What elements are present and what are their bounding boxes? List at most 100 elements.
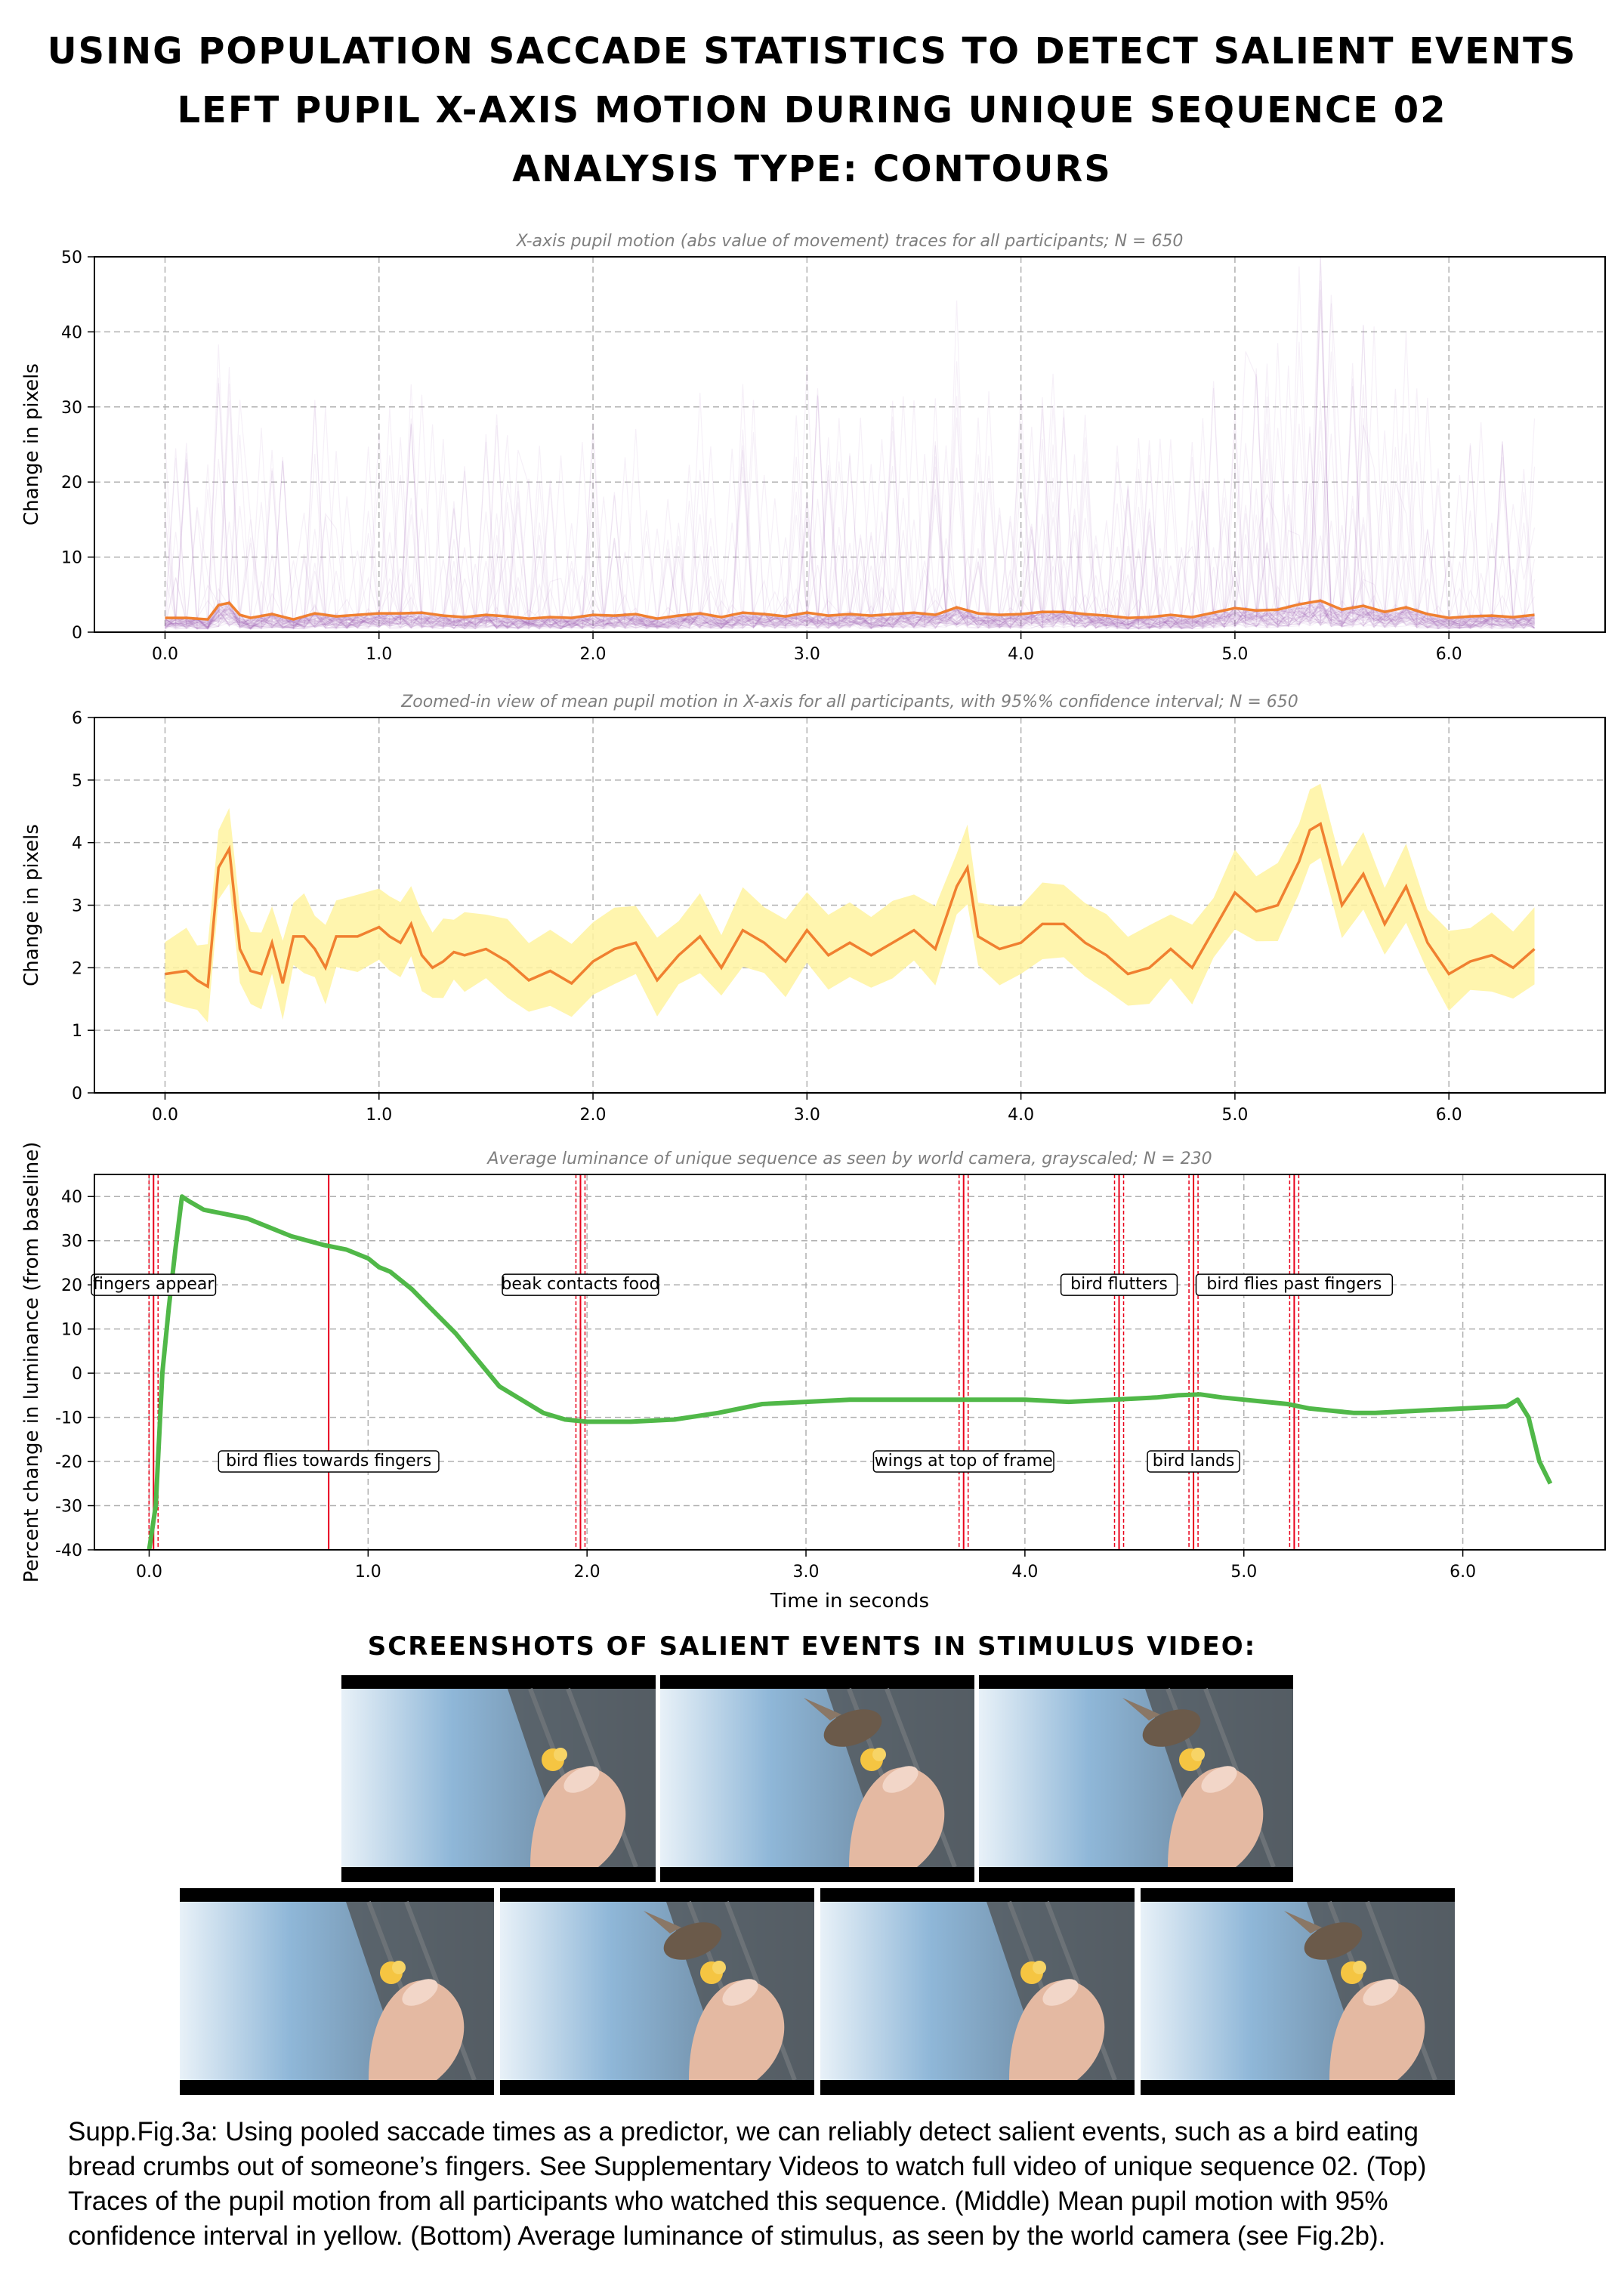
screenshot-frame bbox=[180, 1888, 494, 2095]
plot-frame bbox=[94, 1174, 1606, 1551]
participant-trace bbox=[165, 377, 1536, 630]
participant-trace bbox=[165, 431, 1535, 631]
y-axis-label: Change in pixels bbox=[20, 363, 43, 526]
x-tick-label: 1.0 bbox=[366, 1106, 392, 1125]
y-tick-label: 40 bbox=[61, 1188, 82, 1207]
participant-traces bbox=[164, 256, 1536, 631]
screenshots-heading: Screenshots of salient events in stimulu… bbox=[367, 1631, 1257, 1662]
participant-trace bbox=[165, 384, 1535, 630]
chart-0-title: X-axis pupil motion (abs value of moveme… bbox=[516, 232, 1184, 251]
plot-frame bbox=[94, 256, 1606, 633]
participant-trace bbox=[164, 450, 1535, 630]
caption-line-4: confidence interval in yellow. (Bottom) … bbox=[68, 2221, 1386, 2251]
event-label-box bbox=[502, 1273, 659, 1296]
figure-title-line-1: Using population saccade statistics to d… bbox=[47, 30, 1577, 73]
luminance-line bbox=[147, 1194, 1553, 1551]
y-tick-label: 20 bbox=[61, 474, 82, 492]
participant-trace bbox=[165, 418, 1535, 630]
x-tick-label: 1.0 bbox=[355, 1563, 381, 1582]
participant-trace bbox=[165, 366, 1536, 630]
chart-luminance: Average luminance of unique sequence as … bbox=[20, 1142, 1606, 1613]
x-tick-label: 5.0 bbox=[1230, 1563, 1257, 1582]
x-axis-label: Time in seconds bbox=[770, 1590, 929, 1613]
y-tick-label: -10 bbox=[55, 1409, 82, 1428]
y-tick-label: -40 bbox=[55, 1542, 82, 1560]
participant-trace bbox=[165, 400, 1536, 630]
x-tick-label: 0.0 bbox=[152, 1106, 178, 1125]
participant-trace bbox=[165, 280, 1535, 630]
participant-trace bbox=[165, 428, 1535, 630]
screenshot-frame bbox=[660, 1675, 974, 1882]
y-tick-label: 0 bbox=[72, 624, 82, 643]
event-label-text: wings at top of frame bbox=[875, 1452, 1053, 1471]
chart-2-title: Average luminance of unique sequence as … bbox=[486, 1150, 1212, 1168]
x-tick-label: 6.0 bbox=[1450, 1563, 1476, 1582]
y-tick-label: 5 bbox=[72, 772, 82, 791]
participant-trace bbox=[165, 400, 1536, 630]
participant-trace bbox=[165, 325, 1535, 630]
participant-trace bbox=[165, 409, 1535, 630]
event-label: bird flutters bbox=[1060, 1273, 1178, 1296]
event-label-text: beak contacts food bbox=[501, 1275, 659, 1294]
screenshot-frame bbox=[500, 1888, 814, 2095]
y-tick-label: 10 bbox=[61, 549, 82, 568]
y-tick-label: 0 bbox=[72, 1085, 82, 1103]
y-tick-label: 1 bbox=[72, 1022, 82, 1041]
participant-trace bbox=[165, 418, 1535, 630]
event-label-text: fingers appear bbox=[93, 1275, 215, 1294]
event-label-box bbox=[91, 1273, 217, 1296]
screenshot-frame bbox=[820, 1888, 1135, 2095]
chart-1-title: Zoomed-in view of mean pupil motion in X… bbox=[400, 693, 1298, 711]
event-label: bird lands bbox=[1147, 1450, 1240, 1473]
y-tick-label: 20 bbox=[61, 1276, 82, 1295]
x-tick-label: 1.0 bbox=[366, 645, 392, 664]
participant-trace bbox=[164, 508, 1535, 630]
caption-line-1: Supp.Fig.3a: Using pooled saccade times … bbox=[68, 2117, 1419, 2146]
participant-trace bbox=[165, 422, 1535, 630]
participant-trace bbox=[165, 266, 1536, 630]
x-tick-label: 0.0 bbox=[152, 645, 178, 664]
event-label-text: bird flies towards fingers bbox=[226, 1452, 431, 1471]
event-label-box bbox=[1195, 1273, 1394, 1296]
x-tick-label: 5.0 bbox=[1221, 645, 1248, 664]
participant-trace bbox=[164, 434, 1535, 630]
x-tick-label: 5.0 bbox=[1221, 1106, 1248, 1125]
x-tick-label: 4.0 bbox=[1011, 1563, 1038, 1582]
event-label-text: bird flutters bbox=[1070, 1275, 1168, 1294]
participant-trace bbox=[165, 361, 1535, 630]
event-label: fingers appear bbox=[91, 1273, 217, 1296]
y-tick-label: 30 bbox=[61, 399, 82, 418]
participant-trace bbox=[165, 388, 1535, 630]
y-tick-label: 3 bbox=[72, 897, 82, 916]
x-tick-label: 3.0 bbox=[794, 645, 820, 664]
event-label-box bbox=[1060, 1273, 1178, 1296]
x-tick-label: 2.0 bbox=[580, 1106, 607, 1125]
figure-caption: Supp.Fig.3a: Using pooled saccade times … bbox=[68, 2115, 1579, 2254]
participant-trace bbox=[165, 396, 1535, 629]
caption-line-2: bread crumbs out of someone’s fingers. S… bbox=[68, 2152, 1427, 2181]
chart-pupil-traces: X-axis pupil motion (abs value of moveme… bbox=[20, 232, 1606, 664]
participant-trace bbox=[165, 344, 1535, 630]
y-tick-label: 10 bbox=[61, 1321, 82, 1340]
event-label-text: bird flies past fingers bbox=[1206, 1275, 1382, 1294]
y-tick-label: -20 bbox=[55, 1453, 82, 1472]
y-axis-label: Change in pixels bbox=[20, 824, 43, 986]
x-tick-label: 4.0 bbox=[1008, 1106, 1034, 1125]
event-label-box bbox=[218, 1450, 440, 1473]
participant-trace bbox=[165, 466, 1535, 630]
mean-line bbox=[165, 822, 1536, 989]
participant-trace bbox=[165, 444, 1535, 630]
x-tick-label: 2.0 bbox=[574, 1563, 601, 1582]
x-tick-label: 3.0 bbox=[794, 1106, 820, 1125]
participant-trace bbox=[165, 387, 1535, 630]
participant-trace bbox=[164, 424, 1535, 630]
participant-trace bbox=[165, 381, 1535, 630]
screenshot-frame bbox=[341, 1675, 656, 1882]
screenshot-frame bbox=[979, 1675, 1293, 1882]
event-label: bird flies towards fingers bbox=[218, 1450, 440, 1473]
x-tick-label: 4.0 bbox=[1008, 645, 1034, 664]
participant-trace bbox=[165, 289, 1535, 630]
event-label-box bbox=[1147, 1450, 1240, 1473]
participant-trace bbox=[165, 384, 1535, 630]
event-marker bbox=[1188, 1174, 1199, 1550]
